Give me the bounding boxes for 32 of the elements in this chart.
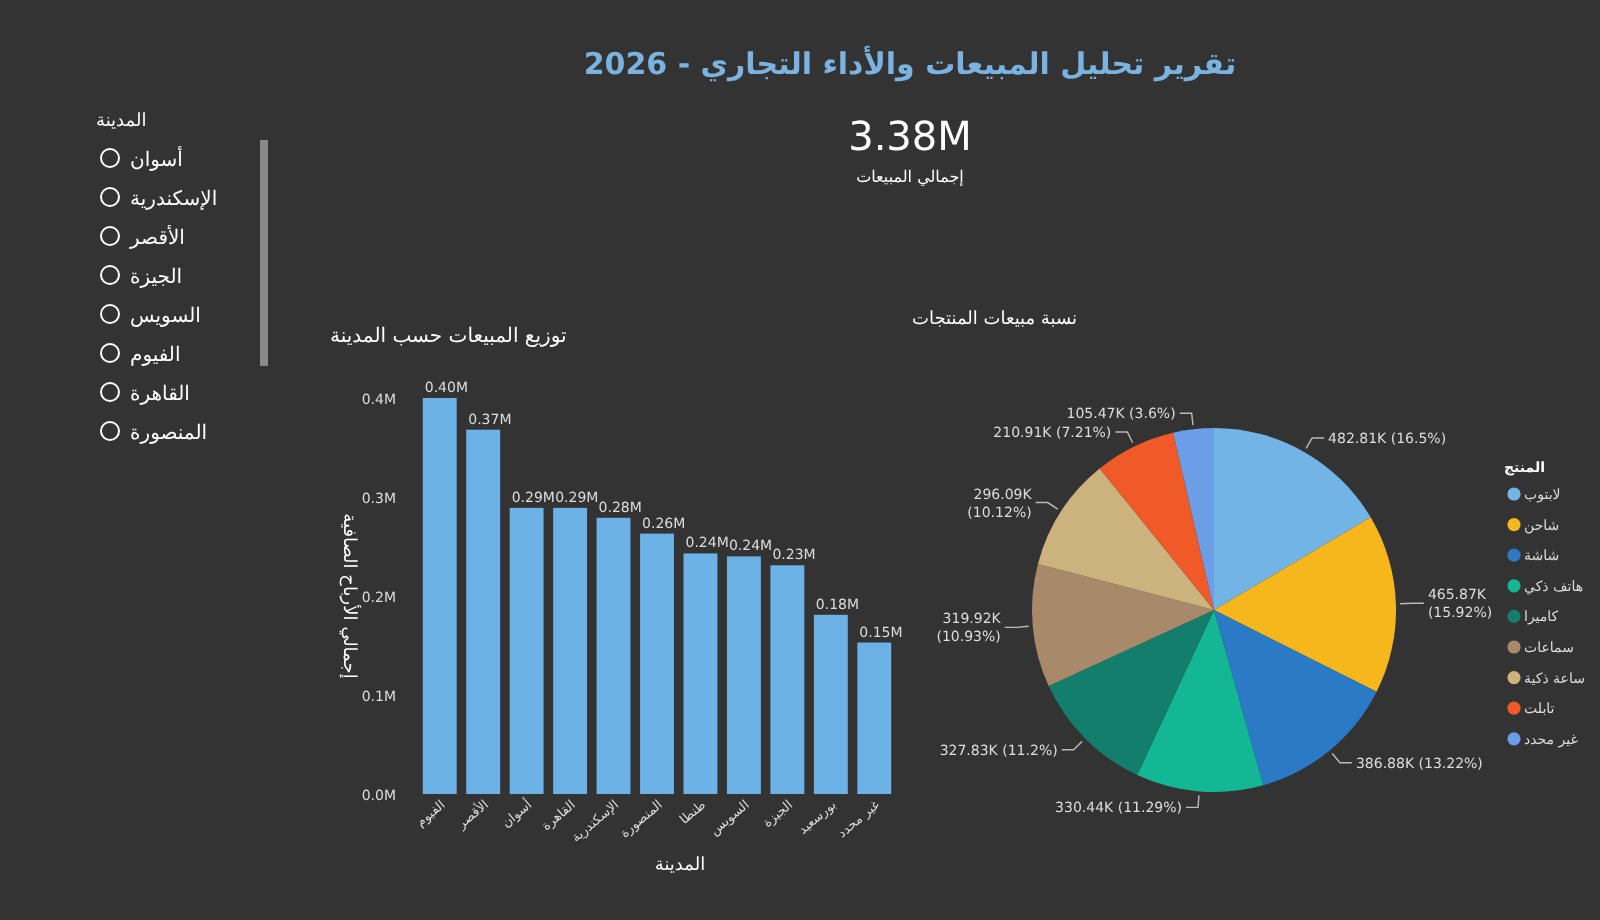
text: المدينة xyxy=(96,112,147,132)
x-axis-title: المدينة xyxy=(654,856,706,876)
pie-slice xyxy=(1037,468,1214,610)
pie-slice xyxy=(1214,517,1396,692)
bar xyxy=(726,556,761,794)
pie-slice xyxy=(1032,563,1214,687)
text: الفيوم xyxy=(130,345,181,367)
chart-title: توزيع المبيعات حسب المدينة xyxy=(330,326,568,348)
bar xyxy=(422,398,457,794)
bar xyxy=(770,565,805,794)
text: القاهرة xyxy=(130,384,190,406)
bar xyxy=(813,614,848,794)
bar xyxy=(683,553,718,794)
text: السويس xyxy=(130,306,201,328)
text: الجيزة xyxy=(130,267,183,289)
text: الأقصر xyxy=(128,224,185,250)
bar xyxy=(640,533,674,794)
text: إجمالي المبيعات xyxy=(856,168,964,186)
text: 3.38M xyxy=(848,112,972,160)
y-axis-title: إجمالي الأرباح الصافية xyxy=(338,513,362,679)
bar xyxy=(466,429,501,794)
bar xyxy=(509,507,544,794)
pie-slice xyxy=(1173,428,1214,610)
bar xyxy=(553,507,588,794)
text: الإسكندرية xyxy=(130,189,218,211)
text: المنصورة xyxy=(130,423,208,445)
text: تقرير تحليل المبيعات والأداء التجاري - 2026 xyxy=(583,44,1237,82)
pie-slice xyxy=(1137,610,1264,792)
bar xyxy=(857,642,892,794)
chart-title: نسبة مبيعات المنتجات xyxy=(912,310,1078,330)
bar xyxy=(596,517,631,794)
text: أسوان xyxy=(130,146,184,172)
